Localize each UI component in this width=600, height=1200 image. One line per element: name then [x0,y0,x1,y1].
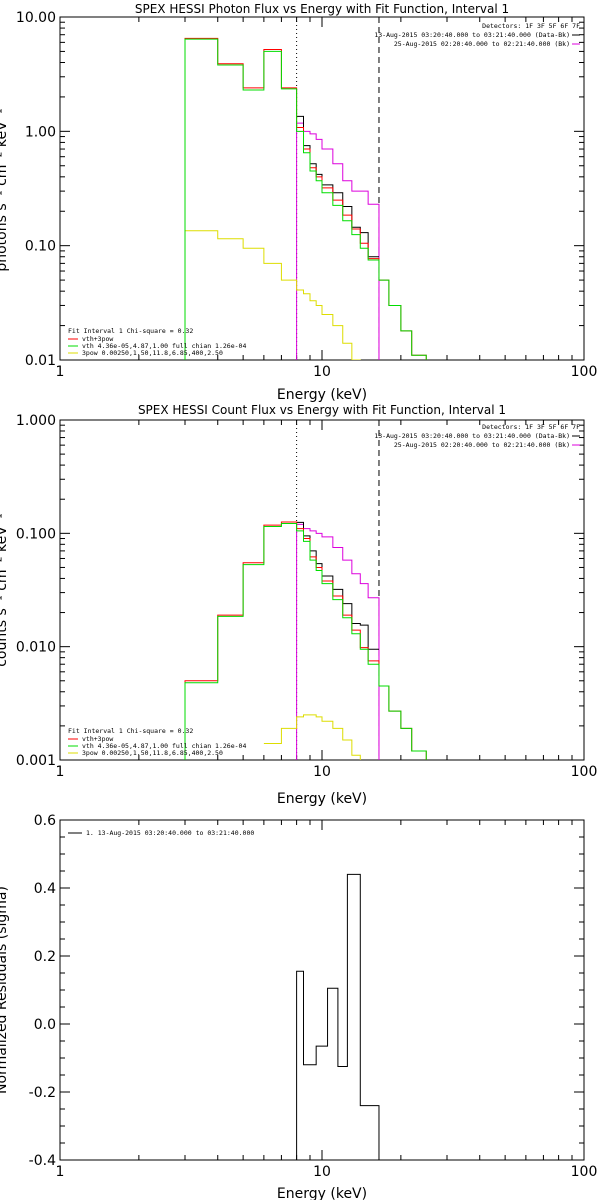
x-tick-label: 1 [56,764,65,780]
x-tick-label: 10 [313,764,331,780]
photon-legend-bk-interval: 25-Aug-2015 02:20:40.000 to 02:21:40.000… [394,40,570,48]
photon-legend-model: vth+3pow [82,335,113,343]
y-tick-label: 0.010 [16,640,56,656]
residuals-legend-interval: 1. 13-Aug-2015 03:20:40.000 to 03:21:40.… [86,829,254,837]
photon-chart-title: SPEX HESSI Photon Flux vs Energy with Fi… [135,2,509,16]
count-chart-title: SPEX HESSI Count Flux vs Energy with Fit… [138,403,506,417]
photon-fit-range-markers [296,17,380,360]
y-tick-label: 1.000 [16,413,56,429]
y-tick-label: 0.01 [25,353,56,369]
photon-axes-ticks: 1 10 100 10.00 1.00 0.10 0.01 [16,10,597,380]
count-flux-panel: SPEX HESSI Count Flux vs Energy with Fit… [0,403,597,807]
photon-y-axis-label: photons s⁻¹ cm⁻² keV⁻¹ [0,108,10,271]
count-legend-model: vth+3pow [82,735,113,743]
series-power [185,230,361,360]
x-tick-label: 1 [56,1164,65,1180]
series-vth [184,523,427,760]
y-tick-label: 0.10 [25,239,56,255]
series-data [296,873,380,1160]
series-model [184,521,427,760]
count-legend-data-interval: 13-Aug-2015 03:20:40.000 to 03:21:40.000… [374,432,570,440]
series-background [296,122,380,360]
count-legend-top: Detectors: 1F 3F 5F 6F 7F 13-Aug-2015 03… [374,423,580,449]
count-x-axis-label: Energy (keV) [277,791,367,807]
y-tick-label: 0.0 [34,1017,56,1033]
photon-series [184,37,427,360]
residuals-axes-ticks: 1 10 100 0.6 0.4 0.2 0.0 -0.2 -0.4 [29,813,598,1180]
count-series [184,521,427,760]
y-tick-label: 0.6 [34,813,56,829]
y-tick-label: 10.00 [16,10,56,26]
x-tick-label: 10 [313,364,331,380]
count-plot-frame [59,419,585,761]
series-power [263,714,361,760]
count-legend-detectors: Detectors: 1F 3F 5F 6F 7F [482,423,580,431]
series-vth [184,38,427,360]
y-tick-label: -0.2 [29,1085,56,1101]
x-tick-label: 100 [571,1164,598,1180]
series-model [184,37,427,360]
count-y-axis-label: counts s⁻¹ cm⁻² keV⁻¹ [0,513,10,667]
y-tick-label: 0.100 [16,526,56,542]
residuals-panel: Normalized Residuals (sigma) Energy (keV… [0,813,597,1200]
photon-legend-fit-interval: Fit Interval 1 Chi-square = 0.32 [68,327,193,335]
photon-legend-detectors: Detectors: 1F 3F 5F 6F 7F [482,22,580,30]
photon-legend-top: Detectors: 1F 3F 5F 6F 7F 13-Aug-2015 03… [374,22,580,48]
series-data [296,115,379,258]
x-tick-label: 1 [56,364,65,380]
residuals-x-axis-label: Energy (keV) [277,1186,367,1200]
count-legend-fit-interval: Fit Interval 1 Chi-square = 0.32 [68,727,193,735]
y-tick-label: 0.4 [34,881,56,897]
y-tick-label: 0.2 [34,949,56,965]
count-axes-ticks: 1 10 100 1.000 0.100 0.010 0.001 [16,413,597,780]
x-tick-label: 100 [571,764,598,780]
y-tick-label: 0.001 [16,753,56,769]
series-background [296,523,380,760]
count-legend-bk-interval: 25-Aug-2015 02:20:40.000 to 02:21:40.000… [394,441,570,449]
count-fit-range-markers [296,420,380,760]
y-tick-label: 1.00 [25,124,56,140]
residuals-plot-frame [59,819,585,1161]
photon-flux-panel: SPEX HESSI Photon Flux vs Energy with Fi… [0,2,597,403]
photon-legend-bottom: Fit Interval 1 Chi-square = 0.32 vth+3po… [68,327,246,357]
photon-legend-power: 3pow 0.00250,1.50,11.8,6.85,400,2.50 [82,349,223,357]
residuals-series [296,873,380,1160]
photon-x-axis-label: Energy (keV) [277,387,367,403]
count-legend-power: 3pow 0.00250,1.50,11.8,6.85,400,2.50 [82,749,223,757]
residuals-y-axis-label: Normalized Residuals (sigma) [0,886,10,1094]
photon-legend-data-interval: 13-Aug-2015 03:20:40.000 to 03:21:40.000… [374,31,570,39]
photon-legend-vth: vth 4.36e-05,4.87,1.00 full chian 1.26e-… [82,342,246,350]
x-tick-label: 100 [571,364,598,380]
y-tick-label: -0.4 [29,1153,56,1169]
residuals-legend: 1. 13-Aug-2015 03:20:40.000 to 03:21:40.… [68,829,254,837]
x-tick-label: 10 [313,1164,331,1180]
count-legend-bottom: Fit Interval 1 Chi-square = 0.32 vth+3po… [68,727,246,757]
count-legend-vth: vth 4.36e-05,4.87,1.00 full chian 1.26e-… [82,742,246,750]
